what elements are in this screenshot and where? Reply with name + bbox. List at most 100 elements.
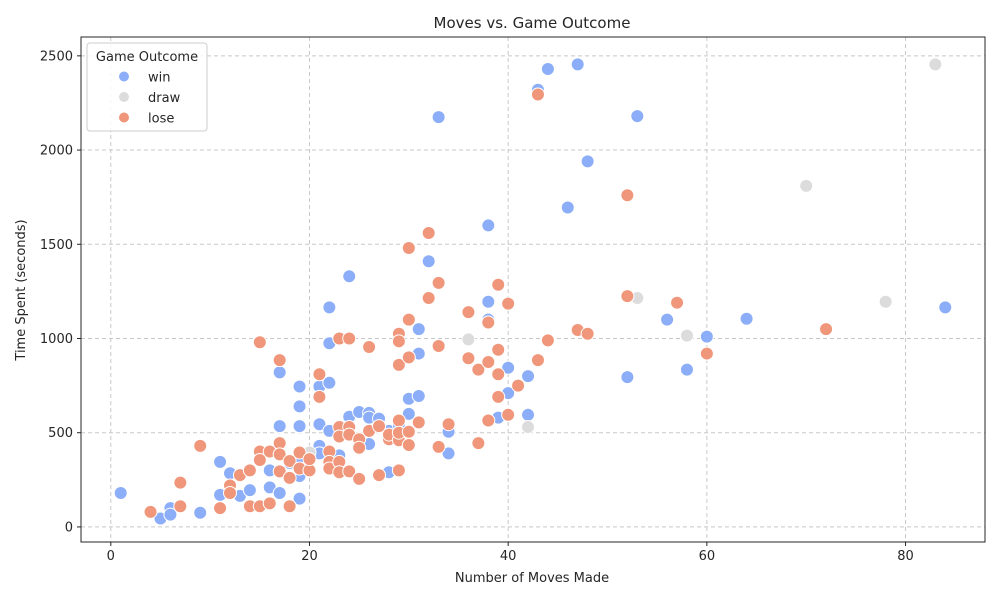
data-point-lose	[252, 453, 267, 468]
data-point-lose	[272, 447, 287, 462]
data-point-lose	[292, 445, 307, 460]
data-point-win	[272, 486, 287, 501]
data-point-lose	[461, 305, 476, 320]
data-point-win	[272, 419, 287, 434]
data-point-lose	[491, 367, 506, 382]
legend-label-draw: draw	[148, 91, 181, 106]
y-axis-title: Time Spent (seconds)	[14, 219, 29, 361]
data-point-lose	[491, 277, 506, 292]
data-point-lose	[282, 453, 297, 468]
data-point-win	[679, 362, 694, 377]
data-point-win	[163, 507, 178, 522]
data-point-win	[411, 388, 426, 403]
data-point-lose	[491, 389, 506, 404]
data-point-lose	[461, 351, 476, 366]
data-point-lose	[272, 353, 287, 368]
data-point-lose	[401, 424, 416, 439]
y-tick-label: 0	[65, 520, 73, 535]
data-point-lose	[223, 486, 238, 501]
x-tick-label: 80	[897, 549, 914, 564]
data-point-win	[630, 109, 645, 124]
data-point-lose	[173, 499, 188, 514]
data-point-win	[441, 446, 456, 461]
data-point-lose	[401, 241, 416, 256]
data-point-win	[560, 200, 575, 215]
data-point-lose	[352, 471, 367, 486]
data-point-win	[431, 110, 446, 125]
data-point-win	[570, 57, 585, 72]
data-point-win	[620, 370, 635, 385]
data-point-lose	[481, 355, 496, 370]
data-point-lose	[143, 504, 158, 519]
data-point-lose	[431, 439, 446, 454]
data-point-win	[521, 407, 536, 422]
data-point-lose	[391, 357, 406, 372]
data-point-lose	[391, 334, 406, 349]
data-point-lose	[391, 413, 406, 428]
data-point-win	[292, 379, 307, 394]
data-point-lose	[501, 296, 516, 311]
data-point-win	[312, 417, 327, 432]
data-point-lose	[242, 463, 257, 478]
data-point-draw	[521, 420, 536, 435]
data-point-draw	[878, 294, 893, 309]
grid-lines	[81, 37, 985, 542]
data-point-lose	[481, 413, 496, 428]
data-point-draw	[461, 332, 476, 347]
data-point-win	[739, 311, 754, 326]
data-point-lose	[342, 464, 357, 479]
data-point-lose	[312, 367, 327, 382]
data-point-lose	[252, 335, 267, 350]
data-point-lose	[262, 496, 277, 511]
data-point-lose	[511, 378, 526, 393]
data-point-win	[292, 491, 307, 506]
data-point-win	[292, 419, 307, 434]
data-point-lose	[342, 331, 357, 346]
y-tick-label: 1500	[40, 238, 73, 253]
data-point-lose	[372, 419, 387, 434]
data-point-win	[540, 62, 555, 77]
legend-box	[86, 42, 208, 132]
data-point-draw	[928, 57, 943, 72]
legend-marker-win	[118, 70, 130, 83]
data-point-draw	[679, 328, 694, 343]
legend-title: Game Outcome	[96, 50, 198, 65]
data-point-lose	[282, 499, 297, 514]
data-point-lose	[620, 289, 635, 304]
data-point-draw	[799, 178, 814, 193]
x-axis-title: Number of Moves Made	[455, 571, 609, 586]
data-point-win	[481, 294, 496, 309]
data-point-lose	[391, 463, 406, 478]
data-point-lose	[540, 333, 555, 348]
data-point-win	[421, 254, 436, 269]
data-point-lose	[302, 452, 317, 467]
data-point-lose	[173, 475, 188, 490]
data-point-lose	[481, 315, 496, 330]
axis-ticks: 0 20 40 60 80 0 500 1000 1500 2000 2500	[40, 49, 914, 564]
legend-marker-lose	[118, 111, 130, 124]
plot-area-frame	[80, 36, 986, 543]
data-point-win	[501, 360, 516, 375]
x-tick-label: 40	[500, 549, 517, 564]
data-point-lose	[312, 389, 327, 404]
y-tick-label: 2000	[40, 144, 73, 159]
data-point-lose	[401, 312, 416, 327]
data-point-win	[113, 486, 128, 501]
data-point-win	[521, 369, 536, 384]
data-point-lose	[471, 362, 486, 377]
legend: Game Outcome win draw lose	[86, 42, 208, 132]
data-point-win	[481, 218, 496, 233]
data-point-lose	[501, 407, 516, 422]
data-point-lose	[213, 501, 228, 516]
data-point-lose	[699, 346, 714, 361]
data-point-lose	[401, 350, 416, 365]
data-point-lose	[580, 326, 595, 341]
data-point-win	[342, 269, 357, 284]
legend-label-lose: lose	[148, 112, 174, 127]
data-point-lose	[411, 415, 426, 430]
y-tick-label: 500	[48, 426, 73, 441]
data-point-win	[322, 375, 337, 390]
data-point-lose	[272, 464, 287, 479]
data-point-lose	[421, 290, 436, 305]
